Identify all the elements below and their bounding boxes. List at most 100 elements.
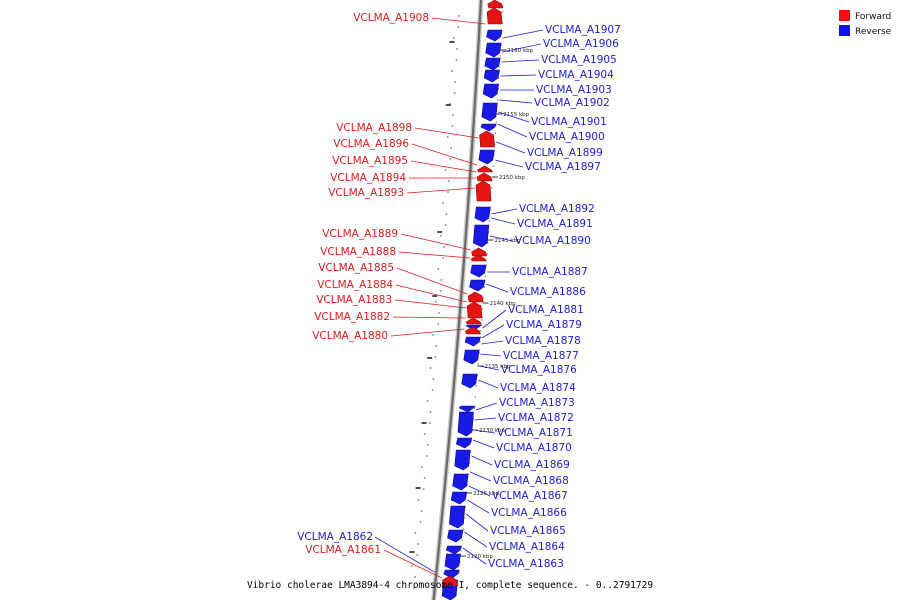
- reverse-gene-feature: [486, 29, 503, 42]
- reverse-gene-feature: [472, 224, 490, 248]
- leader-line: [431, 17, 486, 25]
- forward-gene-label: VCLMA_A1895: [332, 155, 408, 167]
- leader-line: [465, 513, 489, 532]
- reverse-gene-label: VCLMA_A1886: [510, 286, 586, 298]
- reverse-gene-label: VCLMA_A1862: [297, 531, 373, 543]
- leader-line: [496, 141, 526, 154]
- leader-line: [414, 127, 479, 139]
- leader-line: [501, 59, 540, 63]
- reverse-gene-label: VCLMA_A1901: [531, 116, 607, 128]
- reverse-gene-label: VCLMA_A1869: [494, 459, 570, 471]
- reverse-gene-feature: [449, 505, 466, 529]
- kbp-tick-label: 2155 kbp: [503, 112, 529, 118]
- reverse-gene-feature: [447, 529, 464, 543]
- reverse-gene-feature: [483, 69, 500, 83]
- reverse-gene-feature: [455, 437, 473, 449]
- reverse-gene-label: VCLMA_A1902: [534, 97, 610, 109]
- reverse-gene-label: VCLMA_A1899: [527, 147, 603, 159]
- reverse-gene-feature: [445, 545, 463, 555]
- reverse-gene-feature: [482, 83, 500, 99]
- leader-line: [383, 549, 443, 579]
- reverse-gene-feature: [450, 491, 468, 505]
- leader-line: [495, 159, 524, 168]
- leader-line: [480, 353, 502, 357]
- reverse-gene-label: VCLMA_A1890: [515, 235, 591, 247]
- forward-gene-feature: [465, 317, 482, 325]
- reverse-gene-feature: [465, 324, 483, 331]
- reverse-gene-feature: [461, 373, 478, 389]
- kbp-tick-label: 2160 kbp: [507, 48, 533, 54]
- reverse-gene-label: VCLMA_A1871: [497, 427, 573, 439]
- forward-gene-label: VCLMA_A1889: [322, 228, 398, 240]
- reverse-gene-feature: [444, 553, 461, 571]
- leader-line: [491, 208, 518, 215]
- leader-line: [390, 328, 465, 337]
- reverse-gene-label: VCLMA_A1877: [503, 350, 579, 362]
- forward-gene-feature: [479, 130, 495, 148]
- reverse-gene-feature: [443, 569, 460, 579]
- leader-line: [499, 99, 533, 104]
- leader-line: [374, 536, 435, 573]
- reverse-gene-feature: [478, 149, 495, 165]
- forward-gene-feature: [471, 247, 487, 257]
- map-caption: Vibrio cholerae LMA3894-4 chromosome I, …: [247, 580, 653, 591]
- reverse-gene-label: VCLMA_A1868: [493, 475, 569, 487]
- leader-line: [502, 29, 544, 39]
- leader-line: [486, 283, 509, 293]
- leader-line: [481, 324, 505, 339]
- forward-gene-feature: [476, 172, 493, 182]
- reverse-gene-feature: [480, 123, 497, 132]
- leader-line: [396, 267, 468, 295]
- forward-gene-feature: [487, 0, 504, 9]
- reverse-gene-feature: [469, 279, 486, 292]
- leader-line: [474, 417, 497, 421]
- reverse-gene-label: VCLMA_A1892: [519, 203, 595, 215]
- reverse-gene-feature: [452, 473, 469, 491]
- leader-line: [475, 402, 498, 411]
- reverse-gene-label: VCLMA_A1907: [545, 24, 621, 36]
- leader-line: [469, 471, 492, 482]
- reverse-gene-label: VCLMA_A1865: [490, 525, 566, 537]
- kbp-tick-label: 2135 kbp: [485, 364, 511, 370]
- legend-swatch: [839, 25, 850, 36]
- forward-gene-feature: [467, 291, 484, 303]
- minor-tick-marks: [409, 11, 504, 589]
- forward-gene-label: VCLMA_A1880: [312, 330, 388, 342]
- forward-gene-feature: [466, 301, 483, 319]
- leader-line: [478, 379, 499, 389]
- legend: Forward Reverse: [839, 10, 892, 37]
- forward-gene-label: VCLMA_A1884: [317, 279, 393, 291]
- kbp-tick-label: 2120 kbp: [467, 554, 493, 560]
- forward-gene-feature: [465, 326, 481, 335]
- forward-gene-label: VCLMA_A1882: [314, 311, 390, 323]
- reverse-gene-label: VCLMA_A1891: [517, 218, 593, 230]
- reverse-gene-feature: [484, 57, 501, 71]
- reverse-gene-feature: [485, 42, 502, 58]
- gene-labels: VCLMA_A1908 VCLMA_A1898 VCLMA_A1896 VCLMA_A…: [297, 12, 621, 579]
- forward-gene-label: VCLMA_A1883: [316, 294, 392, 306]
- leader-line: [482, 309, 507, 329]
- forward-gene-label: VCLMA_A1885: [318, 262, 394, 274]
- reverse-gene-label: VCLMA_A1879: [506, 319, 582, 331]
- reverse-gene-label: VCLMA_A1900: [529, 131, 605, 143]
- leader-line: [395, 284, 467, 303]
- reverse-gene-label: VCLMA_A1873: [499, 397, 575, 409]
- forward-gene-feature: [475, 180, 492, 202]
- leader-line: [473, 429, 496, 434]
- legend-label: Reverse: [855, 27, 892, 37]
- leader-line: [400, 233, 471, 251]
- reverse-gene-label: VCLMA_A1874: [500, 382, 576, 394]
- leader-line: [464, 531, 488, 548]
- forward-gene-label: VCLMA_A1894: [330, 172, 406, 184]
- leader-line: [471, 455, 493, 466]
- forward-gene-label: VCLMA_A1896: [333, 138, 409, 150]
- gene-features: [441, 0, 504, 600]
- reverse-gene-label: VCLMA_A1887: [512, 266, 588, 278]
- leader-line: [481, 340, 504, 345]
- forward-gene-label: VCLMA_A1898: [336, 122, 412, 134]
- leader-line: [394, 299, 467, 309]
- reverse-gene-feature: [464, 336, 481, 347]
- leader-line: [406, 187, 476, 194]
- reverse-gene-feature: [481, 102, 498, 122]
